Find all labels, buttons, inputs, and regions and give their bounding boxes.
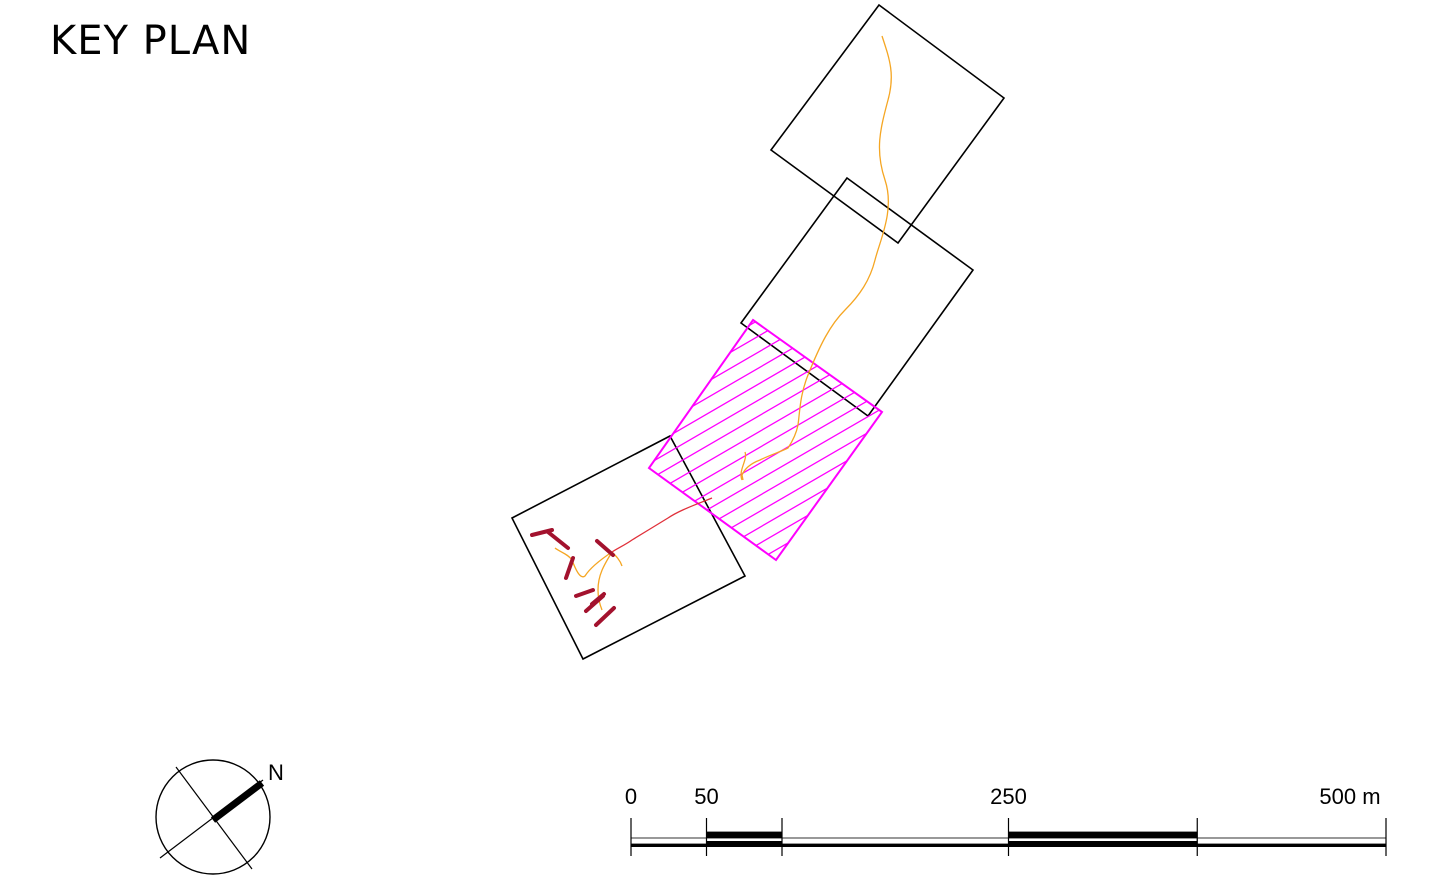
north-arrow: N <box>155 759 284 875</box>
scale-segment <box>630 837 707 845</box>
page-title: KEY PLAN <box>50 18 252 64</box>
feature-markers <box>530 528 616 627</box>
scale-segment <box>1196 837 1387 845</box>
scale-bar: 0 50 250 500 m <box>625 784 1387 856</box>
route-connector <box>611 497 713 553</box>
scale-segment <box>706 831 783 839</box>
scale-label: 250 <box>990 784 1027 809</box>
sheet-4[interactable] <box>510 434 747 661</box>
hatch-pattern <box>649 320 882 560</box>
scale-label: 0 <box>625 784 637 809</box>
scale-segment <box>781 837 1009 845</box>
sheet-1[interactable] <box>769 3 1006 245</box>
north-label: N <box>268 760 284 785</box>
scale-segment <box>1008 831 1198 839</box>
scale-label: 50 <box>694 784 718 809</box>
route-branch <box>740 451 747 481</box>
route-line <box>741 35 892 481</box>
sheet-3[interactable] <box>600 0 900 684</box>
branch-route-2 <box>597 551 613 611</box>
scale-label: 500 m <box>1319 784 1380 809</box>
branch-route-1 <box>554 547 613 578</box>
